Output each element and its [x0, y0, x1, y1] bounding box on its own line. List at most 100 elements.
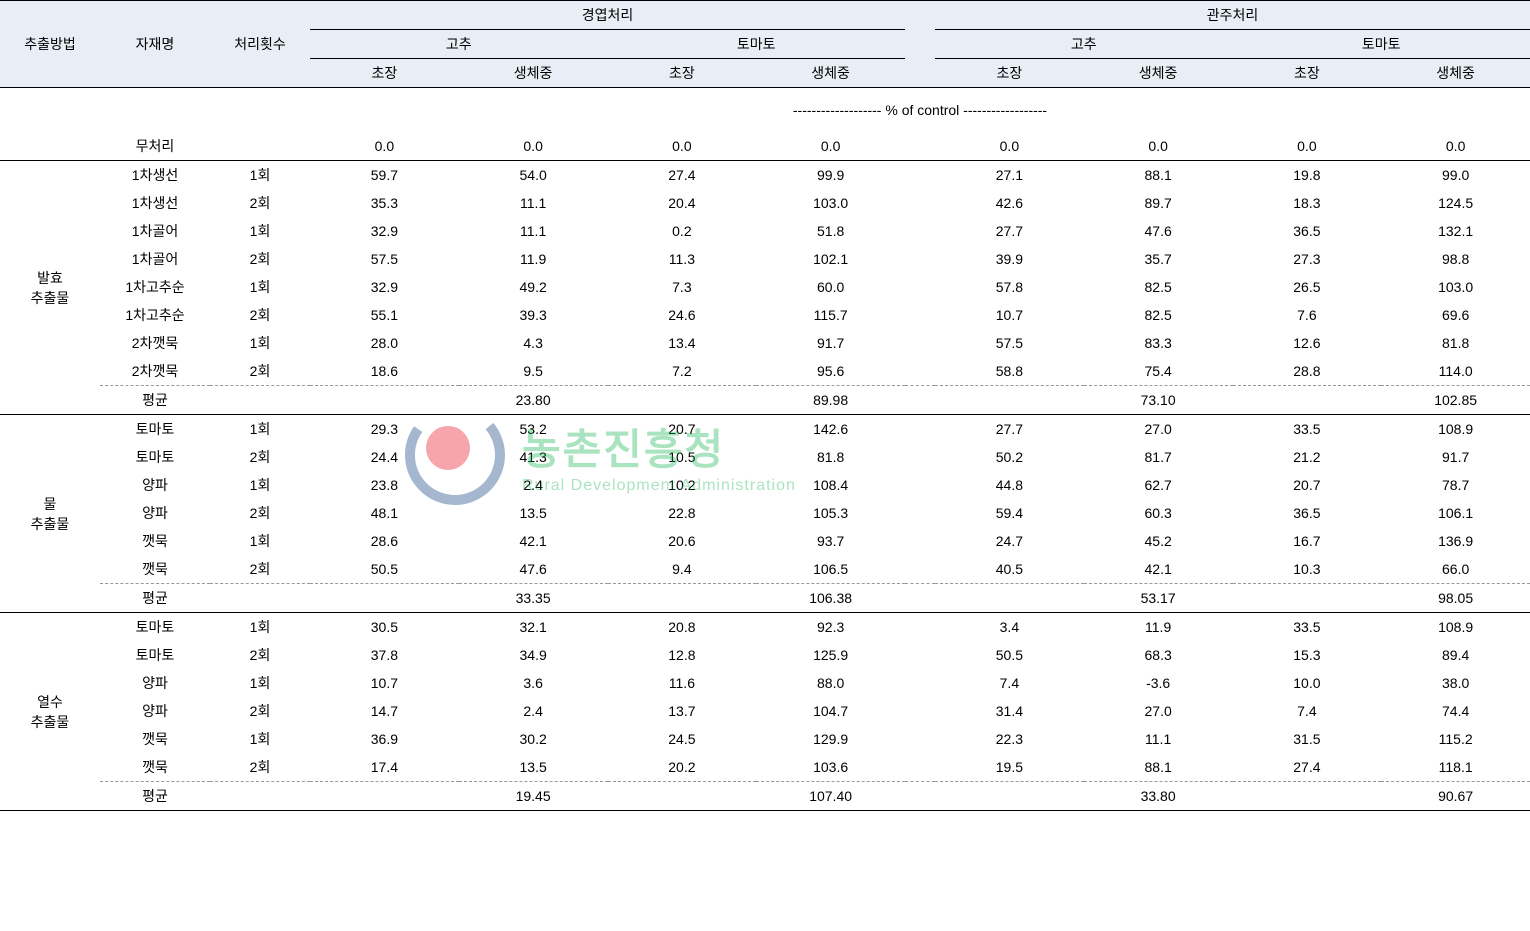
cell: 114.0 — [1381, 357, 1530, 386]
cell: 47.6 — [459, 555, 608, 584]
count-cell: 1회 — [210, 527, 310, 555]
cell: 108.9 — [1381, 613, 1530, 642]
avg-cell — [310, 584, 459, 613]
cell: 125.9 — [756, 641, 905, 669]
cell: 45.2 — [1084, 527, 1233, 555]
count-cell: 2회 — [210, 555, 310, 584]
hdr-count: 처리횟수 — [210, 1, 310, 88]
cell: 124.5 — [1381, 189, 1530, 217]
cell: 0.0 — [1084, 132, 1233, 161]
cell: 11.1 — [459, 217, 608, 245]
cell: 42.6 — [935, 189, 1084, 217]
cell: 16.7 — [1233, 527, 1382, 555]
cell: 57.5 — [935, 329, 1084, 357]
cell: 2.4 — [459, 471, 608, 499]
cell: 0.0 — [756, 132, 905, 161]
cell: 74.4 — [1381, 697, 1530, 725]
method-cell: 열수 추출물 — [0, 613, 100, 811]
cell: 95.6 — [756, 357, 905, 386]
cell: 31.5 — [1233, 725, 1382, 753]
cell: 30.2 — [459, 725, 608, 753]
avg-cell — [608, 584, 757, 613]
cell: 23.8 — [310, 471, 459, 499]
material-cell: 깻묵 — [100, 555, 210, 584]
cell: 108.9 — [1381, 415, 1530, 444]
cell: 33.5 — [1233, 613, 1382, 642]
cell: 35.3 — [310, 189, 459, 217]
cell: 44.8 — [935, 471, 1084, 499]
cell: 10.7 — [310, 669, 459, 697]
method-cell: 발효 추출물 — [0, 161, 100, 415]
cell: 34.9 — [459, 641, 608, 669]
cell: 12.8 — [608, 641, 757, 669]
avg-cell: 98.05 — [1381, 584, 1530, 613]
count-cell: 2회 — [210, 357, 310, 386]
cell: 58.8 — [935, 357, 1084, 386]
cell: 136.9 — [1381, 527, 1530, 555]
cell: 27.4 — [1233, 753, 1382, 782]
material-cell: 2차깻묵 — [100, 357, 210, 386]
table-body: ------------------- % of control -------… — [0, 88, 1530, 811]
avg-cell — [608, 782, 757, 811]
cell: 47.6 — [1084, 217, 1233, 245]
cell: 66.0 — [1381, 555, 1530, 584]
cell: 108.4 — [756, 471, 905, 499]
cell: 10.0 — [1233, 669, 1382, 697]
cell: 24.5 — [608, 725, 757, 753]
cell: 0.0 — [459, 132, 608, 161]
cell: 103.0 — [756, 189, 905, 217]
hdr-subB: 토마토 — [608, 30, 906, 59]
avg-label: 평균 — [100, 584, 210, 613]
material-cell: 깻묵 — [100, 753, 210, 782]
material-cell: 1차고추순 — [100, 301, 210, 329]
hdr-m1: 초장 — [608, 59, 757, 88]
count-cell: 1회 — [210, 273, 310, 301]
cell: 17.4 — [310, 753, 459, 782]
material-cell: 1차골어 — [100, 217, 210, 245]
count-cell: 2회 — [210, 697, 310, 725]
cell: 118.1 — [1381, 753, 1530, 782]
avg-cell: 33.35 — [459, 584, 608, 613]
cell: 0.0 — [608, 132, 757, 161]
cell: 81.7 — [1084, 443, 1233, 471]
hdr-group1: 경엽처리 — [310, 1, 905, 30]
cell: 42.1 — [459, 527, 608, 555]
cell: 93.7 — [756, 527, 905, 555]
cell: 40.5 — [935, 555, 1084, 584]
cell: 59.7 — [310, 161, 459, 190]
cell: 11.9 — [459, 245, 608, 273]
cell: 4.3 — [459, 329, 608, 357]
cell: 142.6 — [756, 415, 905, 444]
cell: 3.6 — [459, 669, 608, 697]
cell: 0.0 — [1381, 132, 1530, 161]
cell: 81.8 — [1381, 329, 1530, 357]
cell: 9.5 — [459, 357, 608, 386]
cell: 36.5 — [1233, 217, 1382, 245]
count-cell: 1회 — [210, 471, 310, 499]
count-cell: 1회 — [210, 613, 310, 642]
hdr-m1: 초장 — [935, 59, 1084, 88]
cell: 82.5 — [1084, 301, 1233, 329]
count-cell: 2회 — [210, 245, 310, 273]
data-table: 추출방법 자재명 처리횟수 경엽처리 관주처리 고추 토마토 고추 토마토 초장… — [0, 0, 1530, 811]
hdr-method: 추출방법 — [0, 1, 100, 88]
hdr-subA: 고추 — [310, 30, 608, 59]
cell: 27.4 — [608, 161, 757, 190]
cell: 50.5 — [935, 641, 1084, 669]
cell: 39.9 — [935, 245, 1084, 273]
material-cell: 양파 — [100, 697, 210, 725]
cell: 11.9 — [1084, 613, 1233, 642]
cell: 0.0 — [310, 132, 459, 161]
cell: 132.1 — [1381, 217, 1530, 245]
hdr-m1: 초장 — [310, 59, 459, 88]
avg-cell: 106.38 — [756, 584, 905, 613]
avg-cell: 89.98 — [756, 386, 905, 415]
avg-cell — [1233, 386, 1382, 415]
cell: 19.8 — [1233, 161, 1382, 190]
material-cell: 깻묵 — [100, 725, 210, 753]
cell: 10.5 — [608, 443, 757, 471]
avg-cell: 23.80 — [459, 386, 608, 415]
method-cell: 물 추출물 — [0, 415, 100, 613]
avg-cell: 33.80 — [1084, 782, 1233, 811]
material-cell: 2차깻묵 — [100, 329, 210, 357]
